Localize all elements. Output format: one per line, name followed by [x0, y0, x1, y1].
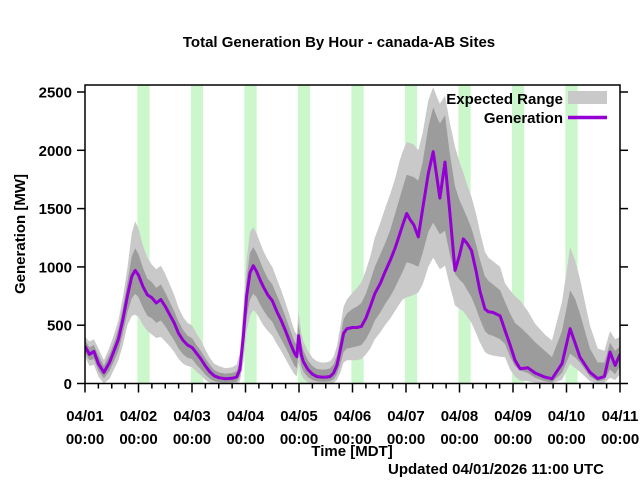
legend-label-generation: Generation — [484, 110, 563, 127]
x-tick-time-label: 00:00 — [119, 431, 157, 448]
x-tick-date-label: 04/07 — [387, 408, 425, 425]
x-tick-date-label: 04/08 — [441, 408, 479, 425]
chart-title: Total Generation By Hour - canada-AB Sit… — [183, 34, 495, 51]
x-tick-time-label: 00:00 — [280, 431, 318, 448]
x-tick-date-label: 04/01 — [66, 408, 104, 425]
x-tick-date-label: 04/11 — [602, 408, 639, 425]
y-axis-label: Generation [MW] — [12, 174, 29, 294]
x-tick-time-label: 00:00 — [547, 431, 585, 448]
x-tick-time-label: 00:00 — [494, 431, 532, 448]
expected-range-inner-band — [85, 107, 620, 383]
x-tick-time-label: 00:00 — [601, 431, 639, 448]
y-tick-label: 500 — [47, 318, 72, 335]
night-band — [297, 85, 311, 384]
x-tick-date-label: 04/02 — [120, 408, 158, 425]
expected-range-swatch — [568, 91, 607, 104]
x-axis-label: Time [MDT] — [311, 443, 392, 460]
y-tick-label: 2000 — [39, 143, 72, 160]
x-tick-time-label: 00:00 — [387, 431, 425, 448]
x-tick-date-label: 04/03 — [173, 408, 211, 425]
x-tick-time-label: 00:00 — [226, 431, 264, 448]
x-tick-date-label: 04/06 — [334, 408, 372, 425]
y-tick-label: 2500 — [39, 85, 72, 102]
y-tick-label: 1000 — [39, 259, 72, 276]
updated-timestamp: Updated 04/01/2026 11:00 UTC — [388, 461, 604, 478]
legend: Expected Range Generation — [446, 91, 607, 127]
generation-line — [85, 150, 620, 381]
plot-area: 04/01 00:00 04/02 00:00 04/03 00:00 04/04 00:00… — [39, 84, 639, 448]
x-tick-time-label: 00:00 — [333, 431, 371, 448]
night-band — [190, 85, 204, 384]
x-tick-date-label: 04/09 — [494, 408, 532, 425]
x-tick-time-label: 00:00 — [173, 431, 211, 448]
x-tick-date-label: 04/04 — [227, 408, 265, 425]
y-tick-label: 1500 — [39, 201, 72, 218]
x-tick-date-label: 04/05 — [280, 408, 318, 425]
x-tick-time-label: 00:00 — [440, 431, 478, 448]
legend-label-expected-range: Expected Range — [446, 91, 563, 108]
y-tick-label: 0 — [64, 376, 72, 393]
x-tick-time-label: 00:00 — [66, 431, 104, 448]
x-tick-date-label: 04/10 — [548, 408, 586, 425]
